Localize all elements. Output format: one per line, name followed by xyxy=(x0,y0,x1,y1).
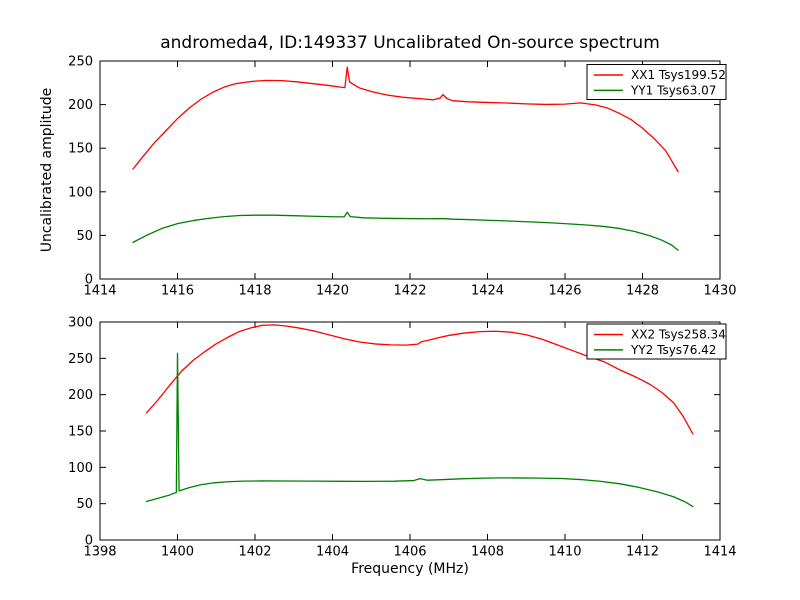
y-tick-label: 100 xyxy=(68,185,93,200)
x-axis-label: Frequency (MHz) xyxy=(351,561,469,577)
y-tick-label: 150 xyxy=(68,425,93,440)
subplot-bottom: 1398 1400 1402 1404 1406 1408 1410 1412 1414 0 50 1… xyxy=(68,316,736,560)
x-tick-label: 1414 xyxy=(83,284,116,299)
legend-label-YY1: YY1 Tsys63.07 xyxy=(630,84,716,98)
x-tick-label: 1404 xyxy=(316,545,349,560)
legend-label-XX1: XX1 Tsys199.52 xyxy=(631,68,726,82)
x-tick-label: 1420 xyxy=(316,284,349,299)
x-tick-label: 1426 xyxy=(548,284,581,299)
y-tick-label: 200 xyxy=(68,388,93,403)
x-tick-label: 1416 xyxy=(161,284,194,299)
y-tick-label: 150 xyxy=(68,142,93,157)
x-tick-label: 1424 xyxy=(471,284,504,299)
subplot-top: 1414 1416 1418 1420 1422 1424 1426 1428 1430 0 50 1… xyxy=(68,55,736,299)
series-line-XX1 xyxy=(132,66,679,173)
y-tick-label: 200 xyxy=(68,98,93,113)
legend-box xyxy=(586,64,727,100)
x-tick-label: 1400 xyxy=(161,545,194,560)
legend: XX1 Tsys199.52 YY1 Tsys63.07 xyxy=(586,64,727,100)
x-tick-label: 1414 xyxy=(703,545,736,560)
x-tick-label: 1430 xyxy=(703,284,736,299)
y-tick-label: 250 xyxy=(68,352,93,367)
y-tick-label: 0 xyxy=(85,273,93,288)
legend-box xyxy=(586,323,727,360)
legend-label-YY2: YY2 Tsys76.42 xyxy=(630,343,716,357)
x-tick-label: 1422 xyxy=(393,284,426,299)
series-line-YY2 xyxy=(145,352,694,508)
y-tick-label: 50 xyxy=(76,497,93,512)
y-axis-label: Uncalibrated amplitude xyxy=(39,87,55,253)
x-tick-label: 1406 xyxy=(393,545,426,560)
x-tick-label: 1408 xyxy=(471,545,504,560)
x-tick-label: 1412 xyxy=(626,545,659,560)
x-tick-label: 1428 xyxy=(626,284,659,299)
y-tick-label: 300 xyxy=(68,316,93,331)
y-tick-label: 50 xyxy=(76,229,93,244)
series-line-XX2 xyxy=(145,324,694,435)
x-tick-label: 1398 xyxy=(83,545,116,560)
y-tick-label: 100 xyxy=(68,461,93,476)
x-tick-label: 1402 xyxy=(238,545,271,560)
legend-label-XX2: XX2 Tsys258.34 xyxy=(631,328,726,342)
x-tick-label: 1418 xyxy=(238,284,271,299)
figure-title: andromeda4, ID:149337 Uncalibrated On-so… xyxy=(160,33,660,53)
series-line-YY1 xyxy=(132,211,679,251)
x-tick-label: 1410 xyxy=(548,545,581,560)
y-tick-label: 0 xyxy=(85,534,93,549)
y-tick-label: 250 xyxy=(68,55,93,70)
